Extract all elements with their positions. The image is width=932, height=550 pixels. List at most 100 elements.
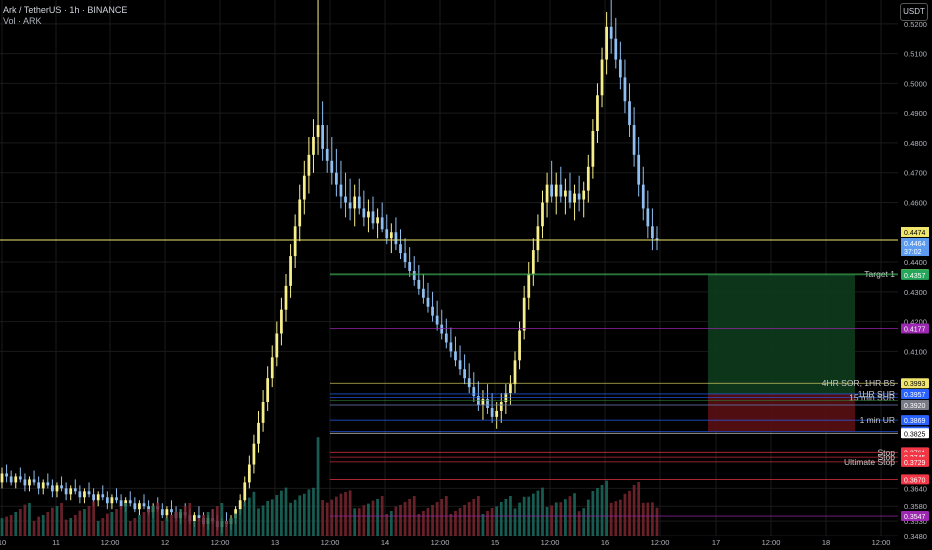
volume-bar [307,489,311,536]
candle-body [128,500,132,504]
volume-bar [96,521,100,536]
volume-bar [312,487,315,536]
volume-bar [490,508,494,536]
candle-body [568,190,572,203]
candle-body [293,226,297,257]
volume-bar [362,505,366,536]
price-level-label: Ultimate Stop [844,457,895,467]
candle-body [389,232,393,239]
candle-body [243,482,247,501]
volume-bar [394,506,398,536]
candle-body [472,387,476,397]
last-price-tag: 0.4464 [904,241,926,248]
candle-body [600,59,604,96]
candle-body [321,125,325,149]
last-price-tag-bg [901,238,929,257]
volume-bar [321,500,325,536]
volume-bar [188,503,192,536]
volume-bar [655,507,659,536]
candle-body [536,226,540,251]
volume-bar [325,502,329,536]
candle-body [399,244,402,254]
candle-body [431,306,434,316]
candle-body [513,360,517,385]
candle-body [23,479,27,486]
candle-body [257,422,260,444]
candle-body [651,226,654,239]
y-tick-label: 0.4400 [904,258,927,267]
currency-button[interactable]: USDT [900,3,928,21]
grid [0,0,898,537]
candle-body [444,333,448,343]
candle-body [165,509,169,516]
volume-bar [641,502,645,536]
candle-body [641,184,645,209]
candle-body [0,473,4,483]
candle-body [73,488,77,492]
candle-body [609,26,613,39]
candle-body [275,333,279,358]
symbol-title[interactable]: Ark / TetherUS · 1h · BINANCE [3,5,128,15]
price-tag: 0.3957 [904,392,926,399]
price-tag: 0.4357 [904,273,926,280]
current-price-tag: 0.4474 [904,230,926,237]
volume-bar [69,518,73,536]
price-tag-bg [901,388,929,399]
candle-body [646,208,650,227]
candle-body [499,402,503,411]
volume-bar [124,503,128,536]
candle-body [37,482,41,489]
volume-bar [536,490,540,536]
candle-body [559,184,563,197]
volume-bar [270,499,274,536]
volume-bar [431,505,434,536]
volume-bar [344,492,347,536]
candle-body [55,485,59,492]
candle-body [105,497,109,504]
volume-bar [541,487,544,536]
volume-bar [440,499,444,536]
x-tick-label: 12:00 [762,538,781,547]
volume-bar [472,499,476,536]
price-level-label: Target 1 [864,269,895,279]
candle-body [110,497,114,504]
volume-bar [353,508,357,536]
candle-body [628,101,631,126]
price-level-label: 15 min SUR [849,393,895,403]
volume-bar [252,491,256,536]
candle-body [348,202,352,209]
volume-bar [37,516,41,536]
price-tag: 0.4177 [904,326,926,333]
volume-bar [266,501,270,536]
candle-body [78,491,82,498]
price-level-label: Stop [878,447,896,457]
volume-bar [298,495,302,536]
x-tick-label: 12:00 [431,538,450,547]
volume-bar [193,521,196,536]
volume-bar [408,499,412,536]
volume-bar [115,509,118,536]
x-tick-label: 11 [52,538,60,547]
candle-body [247,464,251,483]
x-tick-label: 15 [491,538,499,547]
candle-body [458,360,462,370]
x-tick-label: 18 [822,538,830,547]
x-tick-label: 12:00 [101,538,120,547]
volume-bar [247,497,251,536]
volume-bar [399,505,402,536]
x-tick-label: 16 [601,538,609,547]
volume-bar [51,507,54,536]
x-tick-label: 14 [381,538,389,547]
volume-indicator-label[interactable]: Vol · ARK [3,16,42,26]
time-axis: 10 11 12:00 12 12:00 13 12:00 14 12:00 15 12:00 16 1… [0,536,898,550]
volume-bar [28,503,31,536]
candle-body [5,473,8,477]
candle-body [101,494,105,498]
volume-bar [128,521,132,536]
volume-bar [160,521,164,536]
volume-bar [229,518,233,536]
volume-bar [371,500,375,536]
y-tick-label: 0.4700 [904,169,927,178]
candle-body [238,500,242,510]
